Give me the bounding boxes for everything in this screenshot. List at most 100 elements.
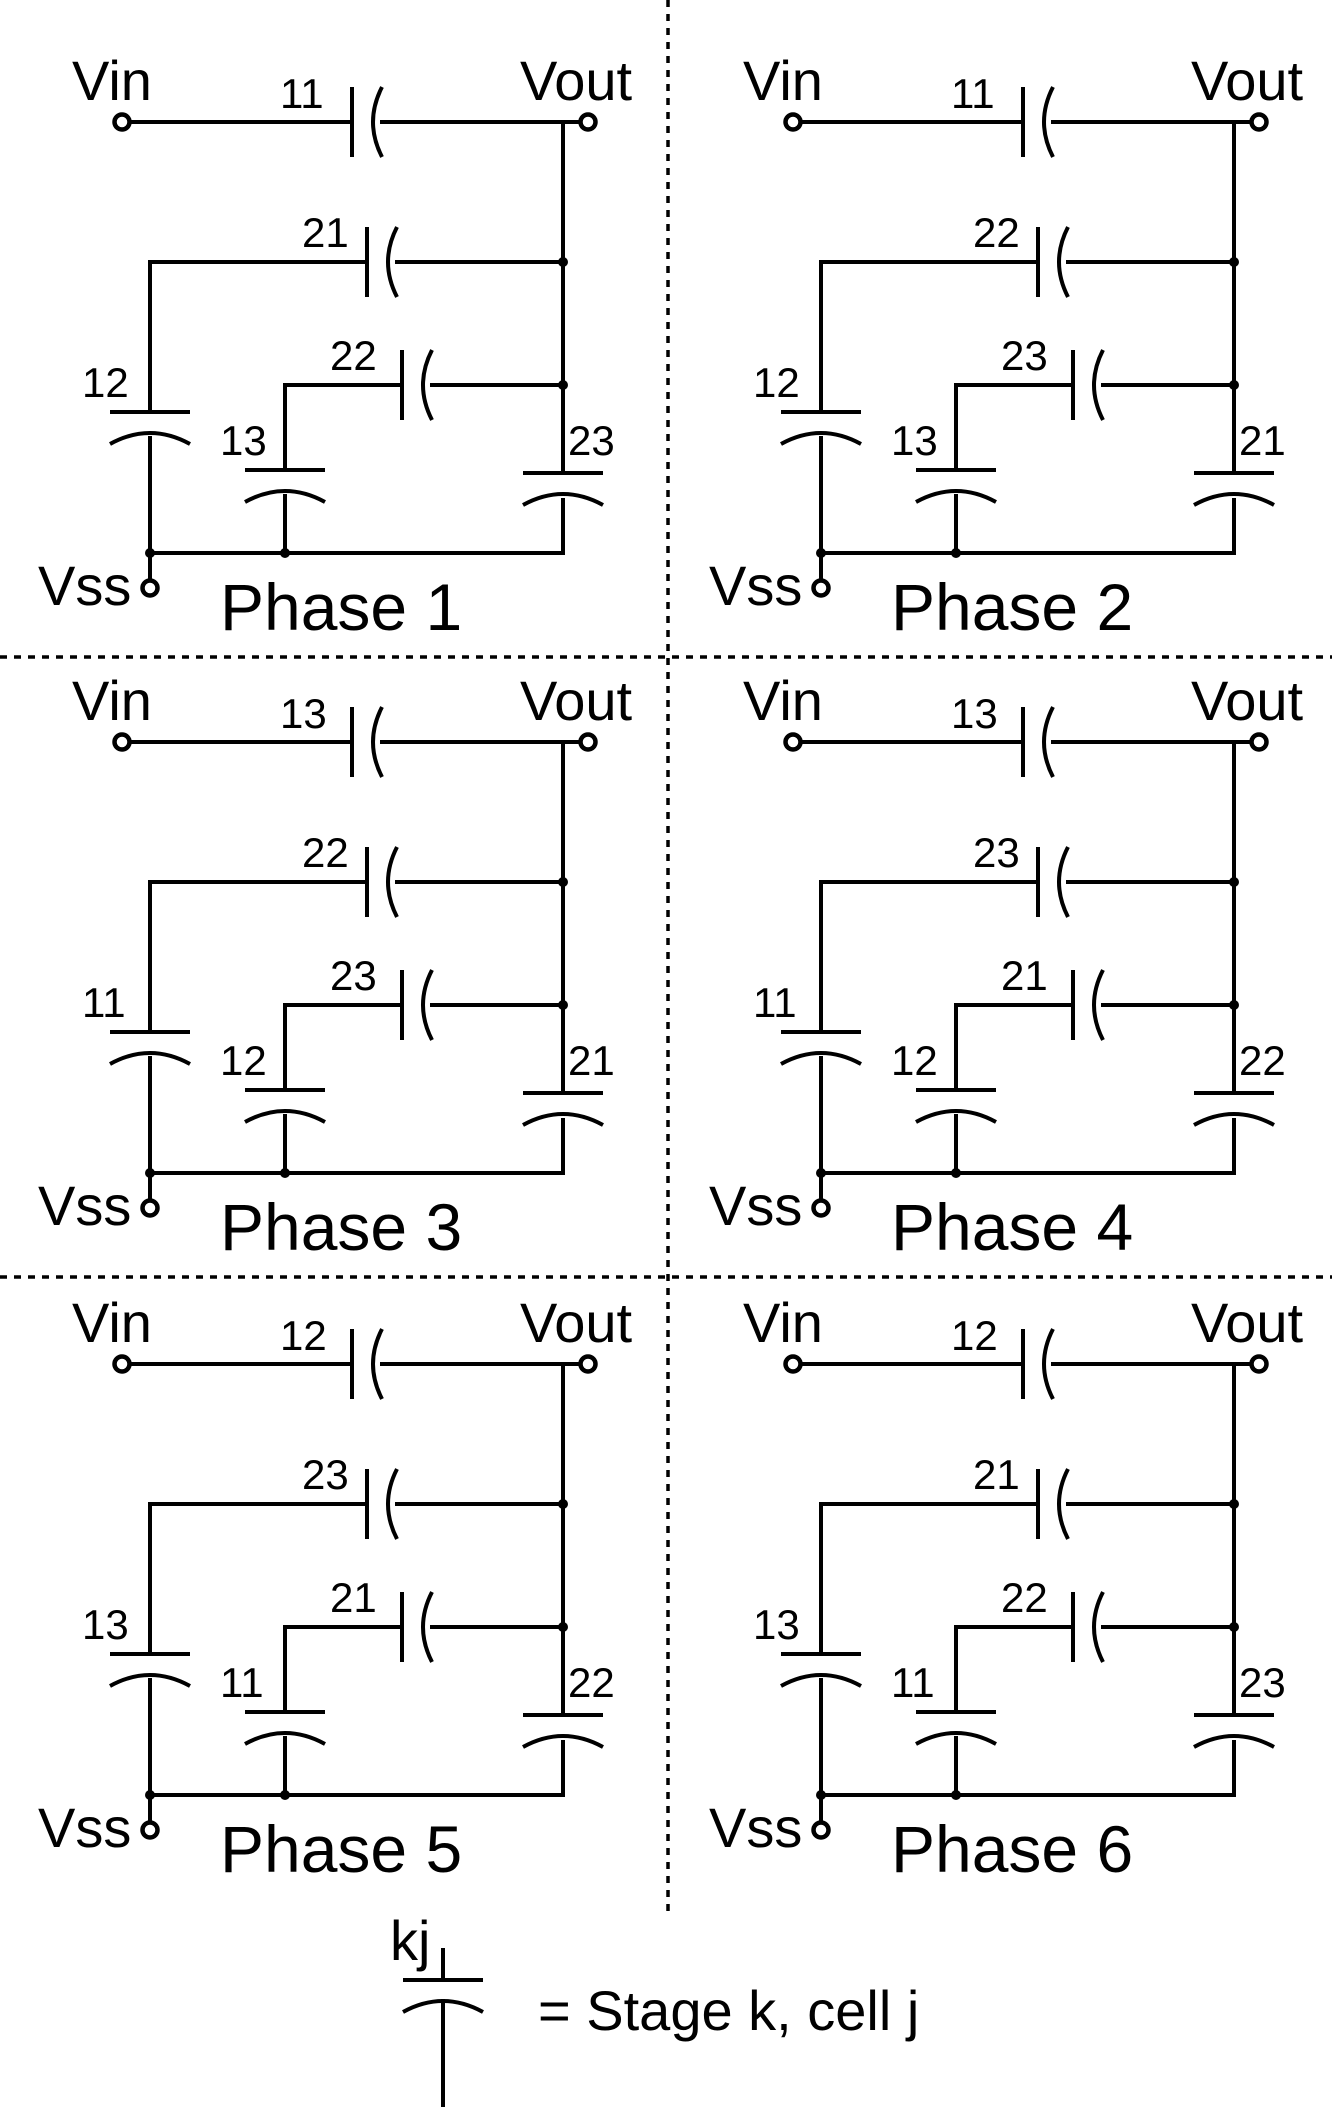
junction-middle bbox=[1229, 1000, 1239, 1010]
vss-terminal bbox=[811, 578, 831, 598]
junction-middle bbox=[1229, 1622, 1239, 1632]
capacitor-right bbox=[522, 1713, 604, 1749]
capacitor-right bbox=[522, 1091, 604, 1127]
capacitor-left bbox=[780, 1030, 862, 1066]
middle-branch-left bbox=[954, 1003, 1075, 1092]
cap-label-left: 12 bbox=[82, 359, 129, 406]
junction-upper bbox=[1229, 877, 1239, 887]
capacitor-middle bbox=[400, 349, 434, 421]
capacitor-middle bbox=[400, 1591, 434, 1663]
vin-terminal bbox=[783, 1354, 803, 1374]
middle-branch-left bbox=[283, 383, 404, 472]
phase-panel-3: Vin Vout Vss 13 22 23 11 12 21 Phase 3 bbox=[38, 669, 633, 1264]
junction-middle bbox=[558, 380, 568, 390]
capacitor-inner bbox=[244, 1088, 326, 1124]
left-branch-lower bbox=[148, 1056, 565, 1175]
phase-panel-4: Vin Vout Vss 13 23 21 11 12 22 Phase 4 bbox=[709, 669, 1304, 1264]
capacitor-middle bbox=[1071, 1591, 1105, 1663]
cap-label-inner: 13 bbox=[891, 417, 938, 464]
vin-terminal bbox=[783, 732, 803, 752]
cap-label-top: 11 bbox=[951, 70, 995, 117]
cap-label-upper: 21 bbox=[973, 1451, 1020, 1498]
capacitor-top bbox=[350, 706, 384, 778]
phase-title: Phase 1 bbox=[220, 570, 462, 644]
capacitor-top bbox=[1021, 706, 1055, 778]
legend-text: = Stage k, cell j bbox=[538, 1979, 919, 2042]
junction-middle bbox=[558, 1622, 568, 1632]
cap-label-inner: 11 bbox=[891, 1659, 935, 1706]
junction-ground-left bbox=[145, 1790, 155, 1800]
junction-ground-left bbox=[816, 1790, 826, 1800]
vout-terminal bbox=[1249, 1354, 1269, 1374]
cap-label-upper: 23 bbox=[973, 829, 1020, 876]
cap-label-top: 13 bbox=[951, 690, 998, 737]
middle-branch-left bbox=[954, 1625, 1075, 1714]
cap-label-left: 11 bbox=[82, 979, 126, 1026]
vout-label: Vout bbox=[520, 1291, 633, 1354]
capacitor-upper bbox=[365, 1468, 399, 1540]
cap-label-right: 21 bbox=[568, 1037, 615, 1084]
capacitor-middle bbox=[400, 969, 434, 1041]
cap-label-left: 11 bbox=[753, 979, 797, 1026]
phase-title: Phase 2 bbox=[891, 570, 1133, 644]
left-branch-lower bbox=[148, 1678, 565, 1797]
junction-upper bbox=[1229, 257, 1239, 267]
cap-label-right: 22 bbox=[568, 1659, 615, 1706]
vss-terminal bbox=[140, 1820, 160, 1840]
upper-branch-right bbox=[148, 260, 369, 414]
capacitor-left bbox=[780, 1652, 862, 1688]
vout-label: Vout bbox=[520, 669, 633, 732]
capacitor-right bbox=[1193, 471, 1275, 507]
vss-terminal bbox=[811, 1198, 831, 1218]
capacitor-left bbox=[109, 1030, 191, 1066]
capacitor-upper bbox=[1036, 846, 1070, 918]
upper-branch-right bbox=[148, 880, 369, 1034]
cap-label-right: 23 bbox=[1239, 1659, 1286, 1706]
junction-ground-left bbox=[145, 1168, 155, 1178]
upper-branch-right bbox=[819, 260, 1040, 414]
cap-label-upper: 23 bbox=[302, 1451, 349, 1498]
cap-label-upper: 22 bbox=[302, 829, 349, 876]
capacitor-left bbox=[109, 1652, 191, 1688]
cap-label-top: 11 bbox=[280, 70, 324, 117]
capacitor-upper bbox=[365, 846, 399, 918]
middle-branch-left bbox=[283, 1003, 404, 1092]
junction-middle bbox=[1229, 380, 1239, 390]
capacitor-upper bbox=[365, 226, 399, 298]
cap-label-left: 13 bbox=[82, 1601, 129, 1648]
junction-ground-inner bbox=[951, 1168, 961, 1178]
vss-label: Vss bbox=[38, 554, 131, 617]
junction-upper bbox=[558, 1499, 568, 1509]
junction-ground-inner bbox=[280, 1790, 290, 1800]
junction-ground-left bbox=[816, 1168, 826, 1178]
capacitor-middle bbox=[1071, 349, 1105, 421]
capacitor-inner bbox=[915, 1710, 997, 1746]
junction-ground-inner bbox=[951, 1790, 961, 1800]
vout-label: Vout bbox=[1191, 1291, 1304, 1354]
capacitor-right bbox=[522, 471, 604, 507]
cap-label-right: 23 bbox=[568, 417, 615, 464]
phase-panel-5: Vin Vout Vss 12 23 21 13 11 22 Phase 5 bbox=[38, 1291, 633, 1886]
vout-label: Vout bbox=[1191, 49, 1304, 112]
vin-label: Vin bbox=[72, 669, 152, 732]
capacitor-right bbox=[1193, 1091, 1275, 1127]
middle-branch-left bbox=[954, 383, 1075, 472]
vout-terminal bbox=[578, 112, 598, 132]
capacitor-top bbox=[350, 1328, 384, 1400]
capacitor-inner bbox=[244, 1710, 326, 1746]
vin-label: Vin bbox=[743, 49, 823, 112]
upper-branch-right bbox=[819, 880, 1040, 1034]
upper-branch-right bbox=[148, 1502, 369, 1656]
vss-terminal bbox=[811, 1820, 831, 1840]
capacitor-inner bbox=[915, 468, 997, 504]
capacitor-middle bbox=[1071, 969, 1105, 1041]
legend-symbol-label: kj bbox=[390, 1909, 430, 1972]
vss-label: Vss bbox=[709, 1796, 802, 1859]
cap-label-inner: 13 bbox=[220, 417, 267, 464]
cap-label-middle: 22 bbox=[1001, 1574, 1048, 1621]
vin-terminal bbox=[112, 732, 132, 752]
legend: kj = Stage k, cell j bbox=[390, 1909, 919, 2107]
vss-label: Vss bbox=[709, 554, 802, 617]
cap-label-right: 21 bbox=[1239, 417, 1286, 464]
vout-terminal bbox=[1249, 732, 1269, 752]
